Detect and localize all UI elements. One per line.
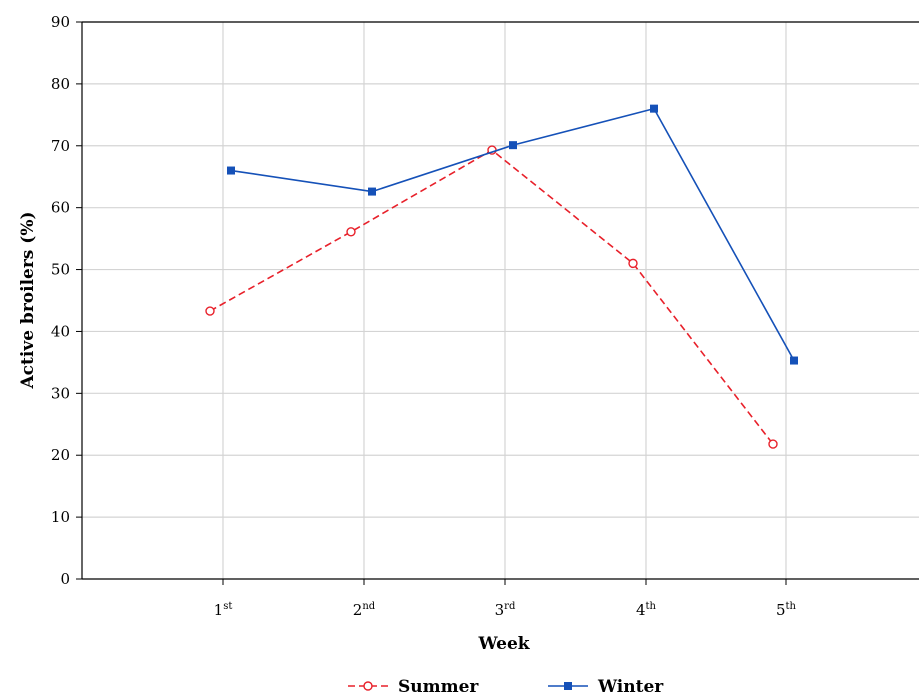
y-tick-label: 30	[51, 384, 70, 402]
x-tick-label: 4th	[636, 601, 657, 619]
data-point-winter	[368, 188, 376, 196]
legend-label-winter: Winter	[597, 677, 664, 695]
x-axis-ticks: 1st 2nd 3rd 4th 5th	[214, 579, 797, 619]
data-point-winter	[227, 167, 235, 175]
data-point-summer	[629, 259, 637, 267]
axes	[82, 22, 919, 579]
data-point-summer	[769, 440, 777, 448]
x-tick-label: 3rd	[495, 601, 516, 619]
x-tick-label: 5th	[776, 601, 797, 619]
series-winter	[227, 105, 798, 365]
y-tick-label: 90	[51, 13, 70, 31]
y-tick-label: 60	[51, 199, 70, 217]
legend-item-summer: Summer	[348, 677, 479, 695]
legend-label-summer: Summer	[398, 677, 479, 695]
data-point-summer	[206, 307, 214, 315]
data-point-winter	[650, 105, 658, 113]
series-line-summer	[210, 150, 773, 444]
legend-marker-winter	[564, 682, 572, 690]
legend-item-winter: Winter	[548, 677, 664, 695]
y-tick-label: 70	[51, 137, 70, 155]
y-tick-label: 40	[51, 322, 70, 340]
series-summer	[206, 146, 777, 448]
data-point-winter	[509, 141, 517, 149]
y-axis-title: Active broilers (%)	[18, 211, 38, 389]
y-tick-label: 10	[51, 508, 70, 526]
grid-lines	[82, 22, 919, 579]
x-axis-title: Week	[477, 634, 530, 654]
data-point-summer	[347, 228, 355, 236]
y-axis-ticks: 0 10 20 30 40 50 60 70 80 90	[51, 13, 82, 588]
x-tick-label: 1st	[214, 601, 233, 619]
y-tick-label: 20	[51, 446, 70, 464]
x-tick-label: 2nd	[353, 601, 376, 619]
y-tick-label: 50	[51, 261, 70, 279]
y-tick-label: 80	[51, 75, 70, 93]
series-layer	[206, 105, 798, 448]
legend: Summer Winter	[348, 677, 664, 695]
y-tick-label: 0	[60, 570, 70, 588]
data-point-winter	[790, 357, 798, 365]
legend-marker-summer	[364, 682, 372, 690]
